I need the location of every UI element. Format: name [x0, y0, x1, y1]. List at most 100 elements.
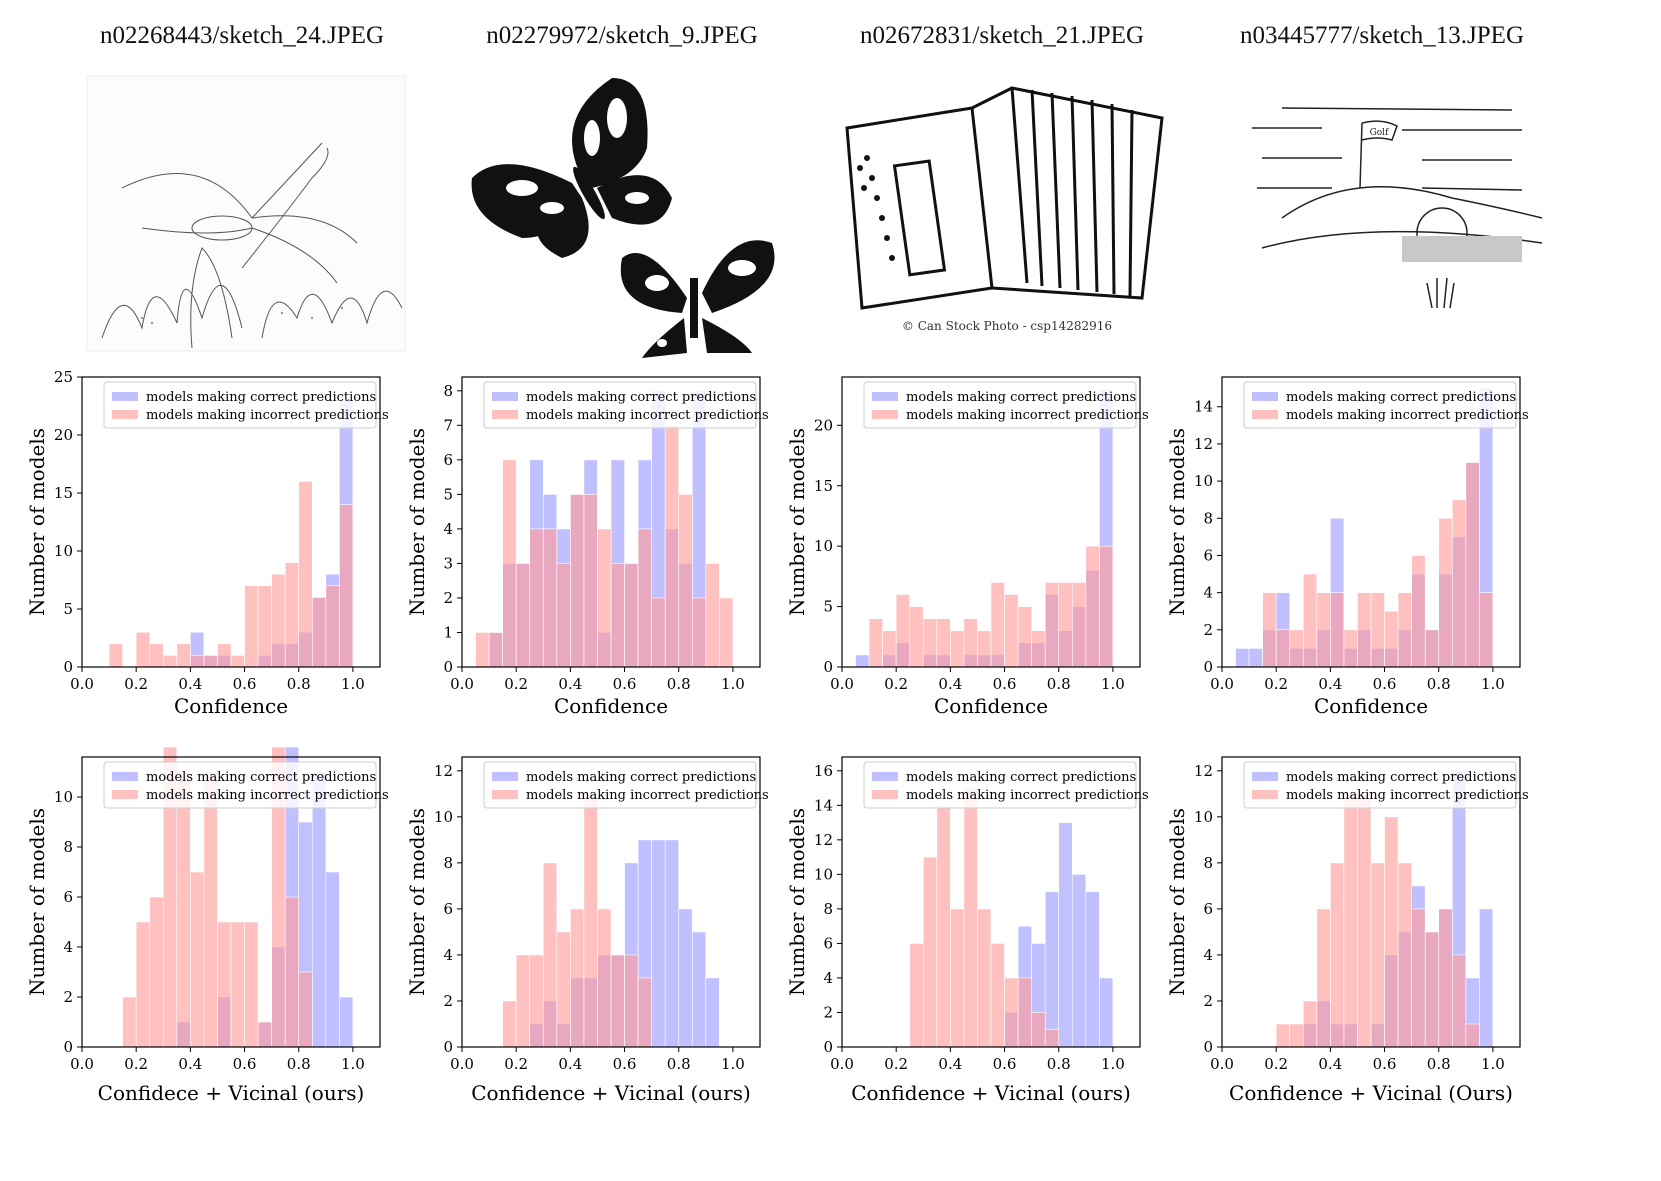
y-tick-label: 2 — [1203, 992, 1213, 1010]
bar-incorrect — [909, 943, 924, 1048]
bar-incorrect — [190, 871, 205, 1048]
y-tick-label: 2 — [823, 1003, 833, 1021]
y-axis-label: Number of models — [785, 428, 809, 616]
histogram-chart-7: 0 2 4 6 8 10 12 14 16 0.0 0.2 0.4 0.6 0.8 1.0 Confidenc… — [785, 756, 1149, 1105]
y-tick-label: 2 — [1203, 621, 1213, 639]
y-axis-label: Number of models — [785, 808, 809, 996]
bar-incorrect — [570, 494, 585, 668]
x-tick-label: 0.8 — [287, 675, 311, 693]
bar-incorrect — [1451, 954, 1467, 1048]
legend-label-incorrect: models making incorrect predictions — [1286, 408, 1529, 423]
histogram-chart-6: 0 2 4 6 8 10 12 0.0 0.2 0.4 0.6 0.8 1.0 Confidence + … — [405, 756, 769, 1105]
legend-box — [1243, 761, 1517, 809]
x-axis-label: Confidence — [934, 694, 1048, 718]
x-tick-label: 0.6 — [1373, 1055, 1397, 1073]
x-tick-label: 0.0 — [1210, 1055, 1234, 1073]
y-tick-label: 14 — [814, 796, 833, 814]
y-tick-label: 20 — [814, 416, 833, 434]
y-tick-label: 10 — [54, 788, 73, 806]
y-tick-label: 3 — [443, 554, 453, 572]
bar-correct — [339, 996, 354, 1048]
legend-swatch-correct — [492, 392, 518, 401]
bar-incorrect — [502, 459, 517, 668]
x-tick-label: 0.4 — [178, 675, 202, 693]
legend-label-incorrect: models making incorrect predictions — [1286, 788, 1529, 803]
legend-swatch-incorrect — [1252, 790, 1278, 799]
bar-incorrect — [1424, 931, 1440, 1048]
bar-incorrect — [1289, 629, 1304, 668]
bar-incorrect — [610, 954, 625, 1048]
bar-incorrect — [1411, 908, 1426, 1048]
x-tick-label: 0.6 — [613, 675, 637, 693]
bar-incorrect — [271, 573, 286, 668]
bar-incorrect — [230, 655, 245, 668]
y-tick-label: 0 — [63, 658, 73, 676]
bar-incorrect — [298, 971, 313, 1048]
bar-incorrect — [108, 643, 123, 668]
bar-incorrect — [1031, 630, 1046, 668]
bar-incorrect — [515, 563, 531, 668]
y-axis-label: Number of models — [1165, 808, 1189, 996]
bar-correct — [1235, 648, 1250, 668]
y-tick-label: 4 — [823, 969, 833, 987]
bar-incorrect — [1071, 582, 1087, 668]
legend-swatch-incorrect — [872, 790, 898, 799]
column-title: n02672831/sketch_21.JPEG — [859, 22, 1145, 49]
bar-incorrect — [868, 618, 883, 668]
legend-label-correct: models making correct predictions — [906, 770, 1136, 785]
x-tick-label: 1.0 — [341, 1055, 365, 1073]
bar-incorrect — [325, 585, 340, 668]
bar-incorrect — [217, 921, 232, 1048]
y-tick-label: 10 — [1194, 472, 1213, 490]
x-axis-label: Confidence — [1314, 694, 1428, 718]
bar-incorrect — [556, 931, 571, 1048]
bar-incorrect — [1343, 793, 1358, 1048]
bar-correct — [1248, 648, 1263, 668]
x-tick-label: 0.8 — [1047, 1055, 1071, 1073]
y-tick-label: 8 — [1203, 854, 1213, 872]
histogram-chart-4: 0 2 4 6 8 10 12 14 0.0 0.2 0.4 0.6 0.8 1.0 Confidence N… — [1165, 376, 1529, 718]
bar-correct — [311, 771, 327, 1048]
bar-incorrect — [1302, 573, 1318, 668]
bar-incorrect — [570, 908, 585, 1048]
y-tick-label: 12 — [814, 831, 833, 849]
bar-incorrect — [1085, 545, 1100, 668]
bar-incorrect — [284, 562, 300, 668]
legend-box — [863, 381, 1137, 429]
bar-incorrect — [1424, 629, 1440, 668]
x-tick-label: 0.4 — [178, 1055, 202, 1073]
bar-incorrect — [990, 943, 1005, 1048]
column-title: n03445777/sketch_13.JPEG — [1239, 22, 1525, 49]
y-tick-label: 10 — [54, 542, 73, 560]
axes-frame — [841, 376, 1141, 668]
x-tick-label: 0.2 — [1264, 1055, 1288, 1073]
axes-frame — [461, 376, 761, 668]
x-tick-label: 1.0 — [1481, 675, 1505, 693]
bar-incorrect — [719, 597, 734, 668]
legend-swatch-correct — [492, 772, 518, 781]
bar-incorrect — [515, 954, 531, 1048]
legend-swatch-correct — [112, 772, 138, 781]
axes-frame — [1221, 756, 1521, 1048]
y-tick-label: 0 — [823, 1038, 833, 1056]
x-axis-label: Confidence — [174, 694, 288, 718]
x-tick-label: 0.2 — [504, 1055, 528, 1073]
legend-box — [483, 761, 757, 809]
bar-incorrect — [1262, 592, 1277, 668]
bar-incorrect — [1044, 582, 1060, 668]
column-title: n02268443/sketch_24.JPEG — [99, 22, 385, 49]
y-tick-label: 0 — [443, 658, 453, 676]
bar-incorrect — [298, 481, 313, 668]
axes-frame — [81, 756, 381, 1048]
y-tick-label: 4 — [1203, 946, 1213, 964]
x-axis-label: Confidece + Vicinal (ours) — [98, 1081, 365, 1105]
bar-correct — [1058, 822, 1073, 1048]
y-tick-label: 2 — [443, 589, 453, 607]
x-tick-label: 1.0 — [1101, 1055, 1125, 1073]
legend-label-incorrect: models making incorrect predictions — [906, 408, 1149, 423]
y-tick-label: 4 — [63, 938, 73, 956]
x-tick-label: 0.0 — [70, 675, 94, 693]
bar-incorrect — [542, 862, 558, 1048]
bar-incorrect — [122, 996, 137, 1048]
bar-incorrect — [691, 597, 707, 668]
